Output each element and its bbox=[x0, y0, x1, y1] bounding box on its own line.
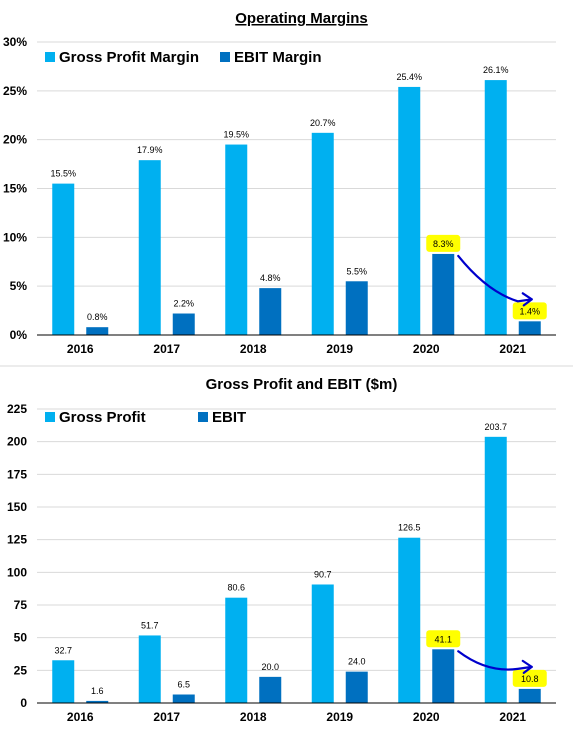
legend-label: EBIT bbox=[212, 409, 246, 426]
bar-series-b bbox=[86, 327, 109, 335]
x-tick-label: 2018 bbox=[240, 342, 267, 356]
x-tick-label: 2017 bbox=[153, 710, 180, 724]
data-label: 41.1 bbox=[434, 634, 452, 644]
label-highlight bbox=[426, 234, 461, 252]
x-tick-label: 2016 bbox=[67, 342, 94, 356]
bar-series-b bbox=[259, 288, 282, 335]
y-tick-label: 100 bbox=[7, 565, 27, 579]
bar-series-b bbox=[259, 676, 282, 703]
annotation-arrow bbox=[457, 650, 533, 671]
data-label: 6.5 bbox=[177, 680, 190, 690]
data-label: 26.1% bbox=[483, 65, 509, 75]
bar-series-a bbox=[311, 132, 334, 335]
data-label: 4.8% bbox=[260, 273, 281, 283]
y-tick-label: 10% bbox=[3, 230, 27, 244]
data-label: 1.4% bbox=[519, 306, 540, 316]
x-tick-label: 2021 bbox=[499, 342, 526, 356]
bar-series-a bbox=[225, 597, 248, 703]
data-label: 32.7 bbox=[54, 645, 72, 655]
bar-series-a bbox=[138, 160, 161, 335]
annotation-arrowhead bbox=[521, 659, 533, 674]
x-tick-label: 2020 bbox=[413, 710, 440, 724]
data-label: 8.3% bbox=[433, 239, 454, 249]
y-tick-label: 15% bbox=[3, 182, 27, 196]
legend-swatch bbox=[45, 412, 55, 422]
legend-label: Gross Profit Margin bbox=[59, 49, 199, 66]
x-tick-label: 2019 bbox=[326, 710, 353, 724]
bar-series-b bbox=[432, 253, 455, 335]
y-tick-label: 150 bbox=[7, 500, 27, 514]
data-label: 2.2% bbox=[173, 299, 194, 309]
y-tick-label: 20% bbox=[3, 133, 27, 147]
bar-series-a bbox=[398, 86, 421, 335]
data-label: 20.0 bbox=[261, 662, 279, 672]
chart-title: Gross Profit and EBIT ($m) bbox=[206, 376, 398, 393]
y-tick-label: 0 bbox=[20, 696, 27, 710]
x-tick-label: 2018 bbox=[240, 710, 267, 724]
data-label: 20.7% bbox=[310, 118, 336, 128]
legend-swatch bbox=[220, 52, 230, 62]
data-label: 51.7 bbox=[141, 620, 159, 630]
bar-series-b bbox=[172, 313, 195, 335]
bar-series-b bbox=[86, 700, 109, 703]
bar-series-b bbox=[172, 694, 195, 703]
data-label: 10.8 bbox=[521, 674, 539, 684]
label-highlight bbox=[512, 302, 547, 320]
chart-title: Operating Margins bbox=[235, 10, 368, 27]
label-highlight bbox=[426, 630, 461, 648]
data-label: 90.7 bbox=[314, 569, 332, 579]
y-tick-label: 25 bbox=[14, 663, 28, 677]
bar-series-a bbox=[52, 660, 75, 703]
y-tick-label: 225 bbox=[7, 402, 27, 416]
bar-series-b bbox=[345, 281, 368, 335]
y-tick-label: 75 bbox=[14, 598, 28, 612]
y-tick-label: 30% bbox=[3, 35, 27, 49]
y-tick-label: 5% bbox=[10, 279, 28, 293]
gross-profit-ebit-chart: Gross Profit and EBIT ($m) 0 25 50 75 100 125 1… bbox=[7, 376, 556, 724]
legend-swatch bbox=[45, 52, 55, 62]
label-highlight bbox=[512, 669, 547, 687]
data-label: 0.8% bbox=[87, 312, 108, 322]
operating-margins-chart: Operating Margins 0% 5% 10% 15% 20% 25% 30% 15.5… bbox=[3, 10, 556, 356]
bar-series-b bbox=[518, 321, 541, 335]
legend-label: Gross Profit bbox=[59, 409, 146, 426]
bar-series-b bbox=[345, 671, 368, 703]
data-label: 15.5% bbox=[50, 169, 76, 179]
data-label: 17.9% bbox=[137, 145, 163, 155]
bar-series-b bbox=[432, 649, 455, 703]
bar-series-a bbox=[52, 183, 75, 335]
x-tick-label: 2016 bbox=[67, 710, 94, 724]
y-tick-label: 125 bbox=[7, 533, 27, 547]
data-label: 24.0 bbox=[348, 657, 366, 667]
bar-series-a bbox=[398, 537, 421, 703]
bar-series-b bbox=[518, 688, 541, 703]
data-label: 25.4% bbox=[396, 72, 422, 82]
bar-series-a bbox=[138, 635, 161, 703]
x-tick-label: 2020 bbox=[413, 342, 440, 356]
bar-series-a bbox=[484, 80, 507, 335]
annotation-arrow bbox=[457, 254, 533, 303]
annotation-arrowhead bbox=[521, 292, 533, 307]
data-label: 126.5 bbox=[398, 523, 421, 533]
y-tick-label: 50 bbox=[14, 631, 28, 645]
data-label: 5.5% bbox=[346, 266, 367, 276]
x-tick-label: 2021 bbox=[499, 710, 526, 724]
data-label: 80.6 bbox=[227, 583, 245, 593]
y-tick-label: 0% bbox=[10, 328, 28, 342]
bar-series-a bbox=[484, 436, 507, 703]
data-label: 19.5% bbox=[223, 130, 249, 140]
x-tick-label: 2019 bbox=[326, 342, 353, 356]
legend-label: EBIT Margin bbox=[234, 49, 322, 66]
bar-series-a bbox=[225, 144, 248, 335]
data-label: 1.6 bbox=[91, 686, 104, 696]
bar-series-a bbox=[311, 584, 334, 703]
x-tick-label: 2017 bbox=[153, 342, 180, 356]
legend-swatch bbox=[198, 412, 208, 422]
y-tick-label: 25% bbox=[3, 84, 27, 98]
data-label: 203.7 bbox=[484, 422, 507, 432]
y-tick-label: 175 bbox=[7, 467, 27, 481]
y-tick-label: 200 bbox=[7, 435, 27, 449]
